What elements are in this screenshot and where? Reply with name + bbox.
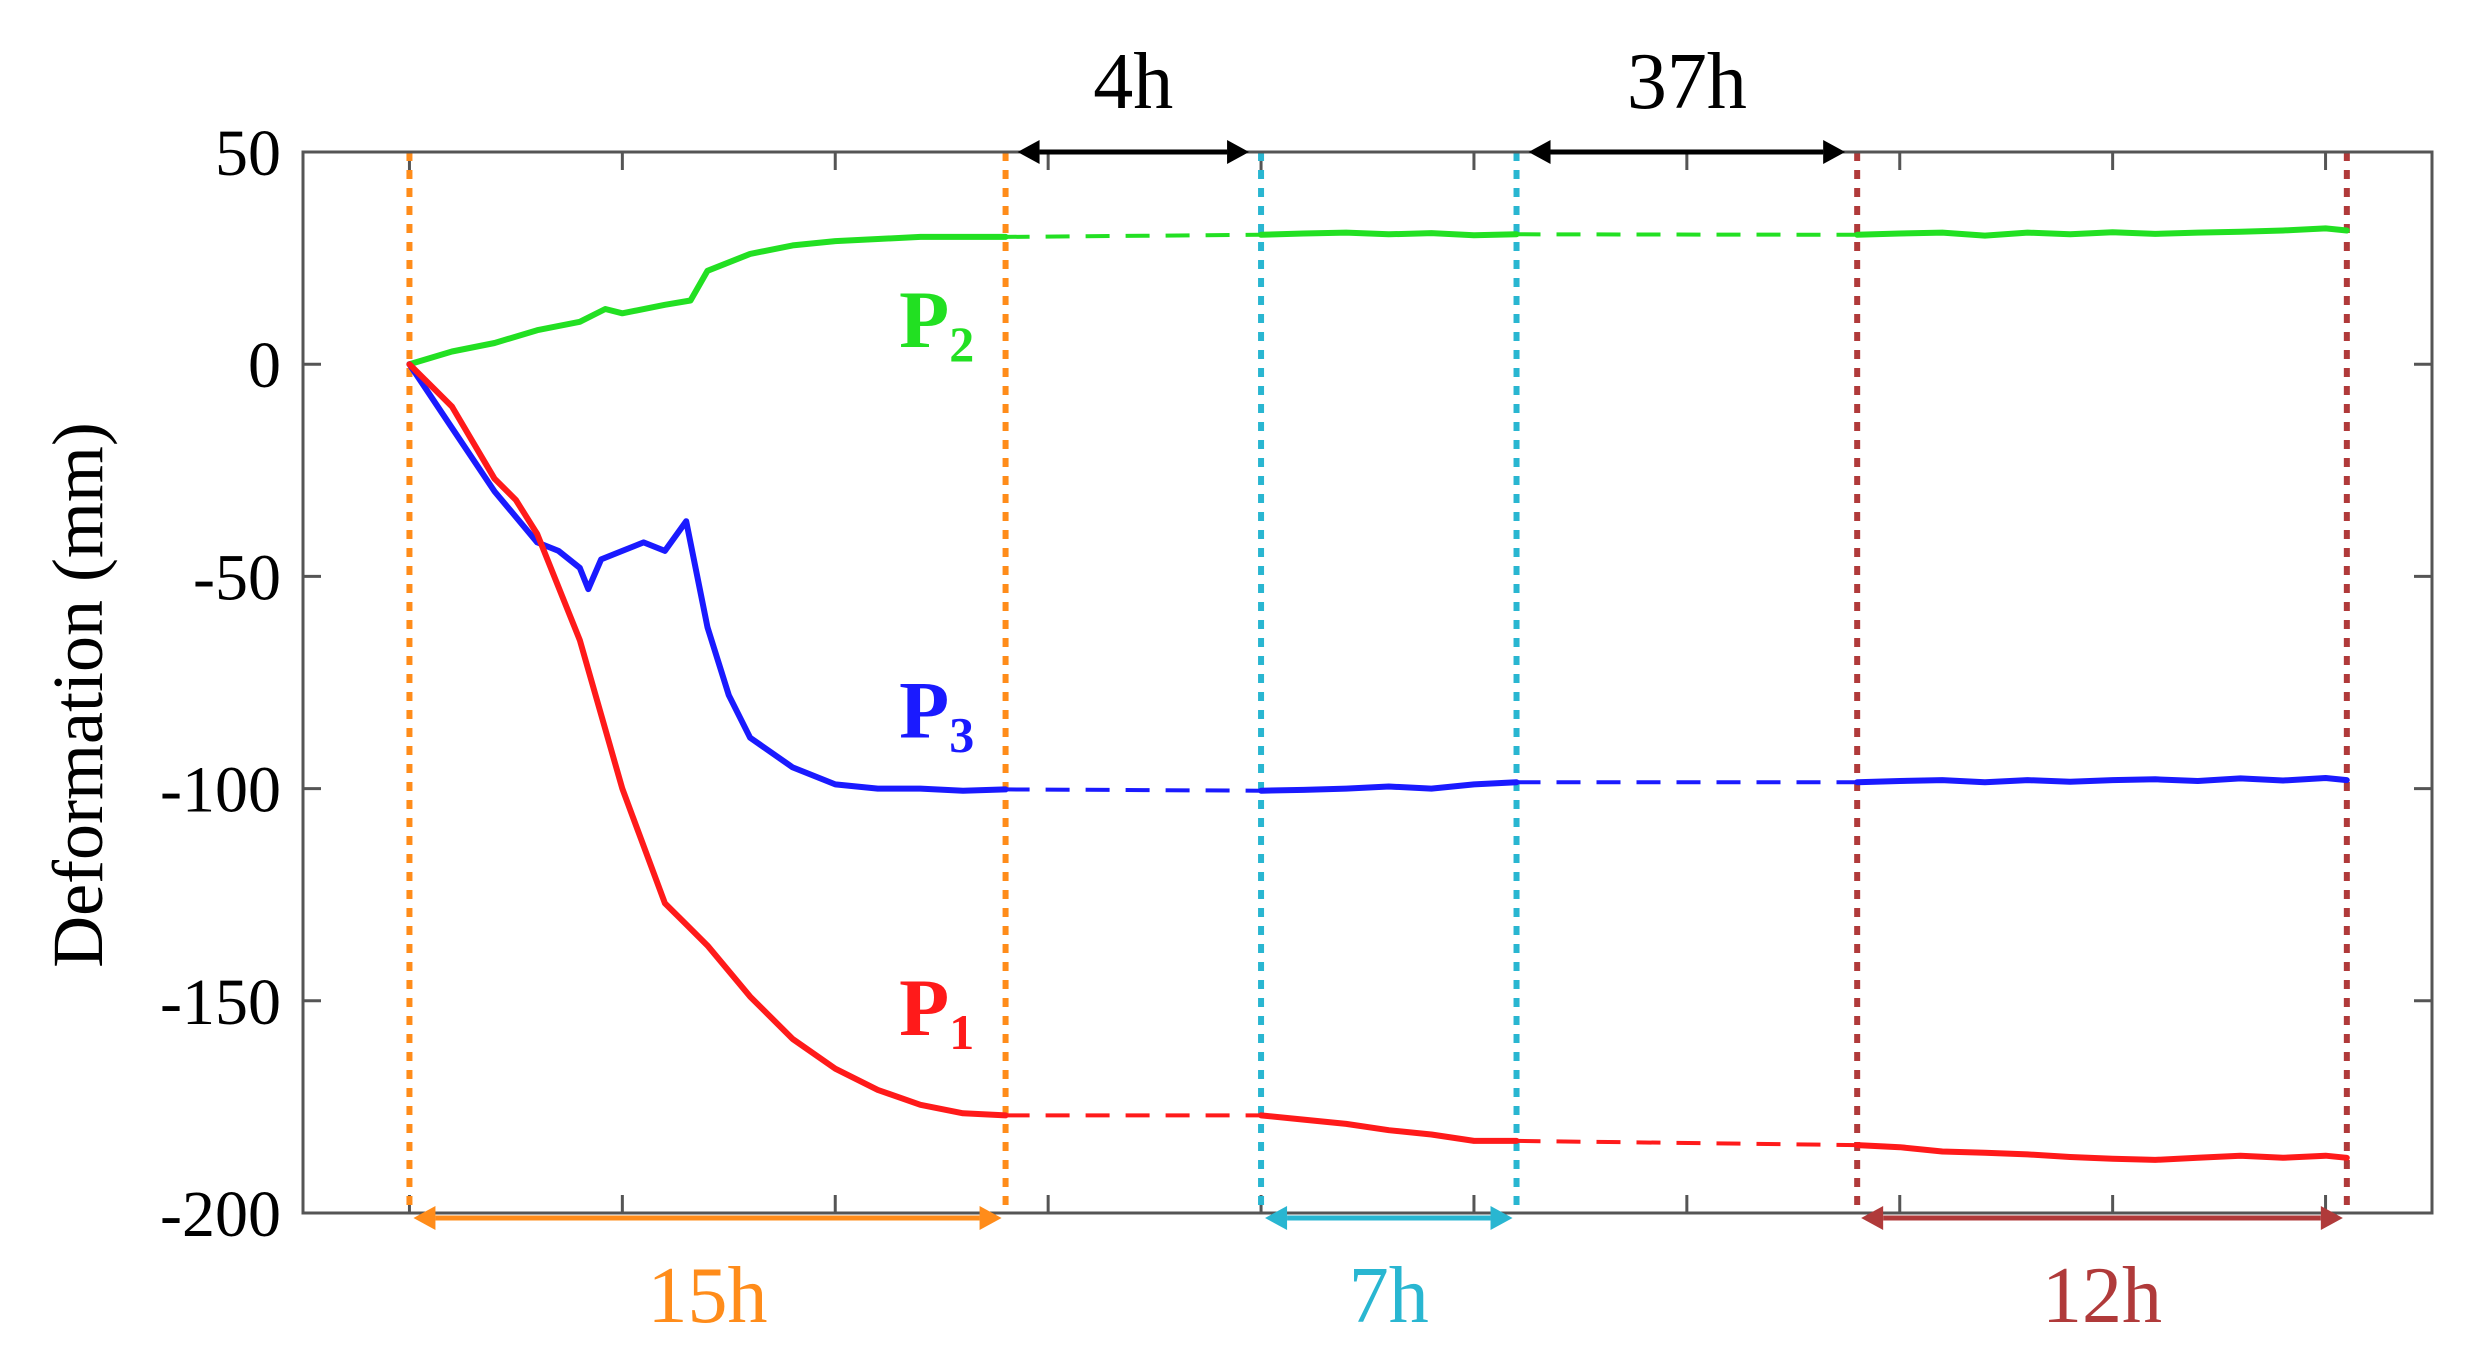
series-gap-line-p1	[1516, 1138, 1858, 1148]
series-label-p2: P2	[899, 274, 974, 372]
y-tick-labels: 50 0 -50 -100 -150 -200	[160, 117, 281, 1251]
series-line-p2	[406, 233, 1009, 368]
phase-arrow	[1265, 1206, 1513, 1230]
series-gap-line-p3	[1005, 787, 1262, 793]
y-tick-label: 0	[248, 329, 281, 402]
y-tick-label: 50	[215, 117, 281, 190]
gap-arrow	[1528, 140, 1846, 164]
y-tick-label: -200	[160, 1178, 281, 1251]
phase-duration-label: 15h	[648, 1252, 768, 1340]
y-axis-label: Deformation (mm)	[38, 422, 118, 968]
series-line-p2	[1854, 225, 2350, 239]
phase-duration-label: 7h	[1349, 1252, 1429, 1340]
series-lines	[406, 225, 2350, 1163]
duration-arrows: 15h 7h 12h 4h 37h	[413, 38, 2343, 1340]
gap-duration-label: 4h	[1093, 38, 1173, 126]
series-gap-line-p2	[1516, 232, 1858, 237]
y-tick-label: -50	[193, 541, 281, 614]
phase-boundary-lines	[406, 152, 2350, 1213]
phase-arrow	[1861, 1206, 2343, 1230]
y-tick-label: -150	[160, 966, 281, 1039]
series-label-p3: P3	[899, 665, 974, 763]
series-labels: P2 P3 P1	[899, 274, 974, 1060]
plot-frame	[301, 150, 2434, 1215]
series-label-p1: P1	[899, 962, 974, 1060]
series-line-p1	[406, 361, 1009, 1119]
y-tick-label: -100	[160, 754, 281, 827]
gap-arrow	[1017, 140, 1250, 164]
series-line-p2	[1258, 229, 1520, 239]
gap-duration-label: 37h	[1627, 38, 1747, 126]
phase-arrow	[413, 1206, 1002, 1230]
series-gap-line-p2	[1005, 232, 1262, 239]
series-line-p3	[1258, 779, 1520, 794]
phase-duration-label: 12h	[2042, 1252, 2162, 1340]
series-line-p1	[1854, 1142, 2350, 1163]
series-line-p3	[1854, 775, 2350, 786]
series-line-p1	[1258, 1112, 1520, 1144]
